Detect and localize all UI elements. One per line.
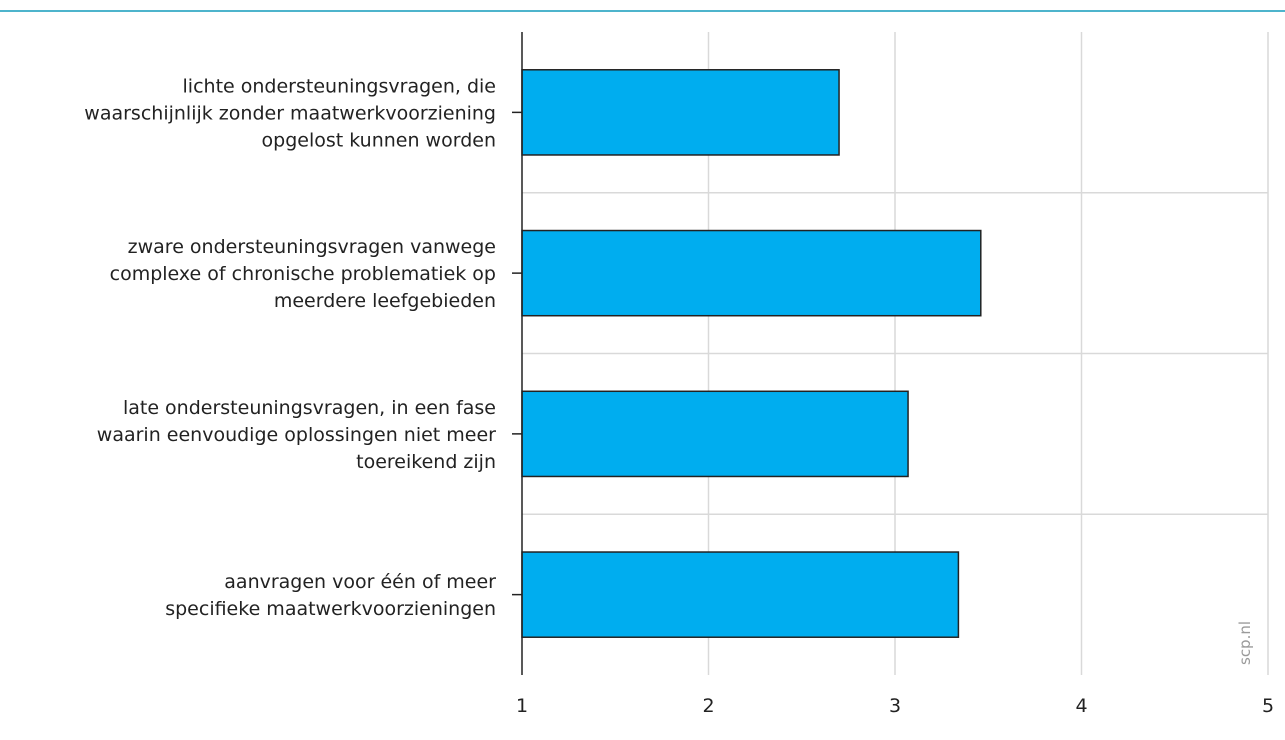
category-label: complexe of chronische problematiek op (110, 263, 496, 285)
category-label: aanvragen voor één of meer (224, 571, 496, 593)
bar (521, 69, 840, 156)
x-tick-label: 1 (516, 695, 528, 717)
category-label: meerdere leefgebieden (274, 290, 496, 312)
x-tick-label: 4 (1075, 695, 1087, 717)
category-label: waarschijnlijk zonder maatwerkvoorzienin… (84, 102, 496, 124)
bar (521, 229, 982, 317)
bar (521, 551, 960, 638)
category-label: opgelost kunnen worden (262, 129, 496, 151)
top-rule (0, 10, 1285, 12)
x-tick-label: 2 (702, 695, 714, 717)
category-label: zware ondersteuningsvragen vanwege (128, 236, 496, 258)
category-label: late ondersteuningsvragen, in een fase (123, 397, 496, 419)
category-label: lichte ondersteuningsvragen, die (183, 75, 496, 97)
x-tick-label: 5 (1262, 695, 1274, 717)
x-tick-label: 3 (889, 695, 901, 717)
watermark: scp.nl (1236, 621, 1258, 735)
category-label: waarin eenvoudige oplossingen niet meer (97, 424, 496, 446)
watermark-text: scp.nl (1236, 620, 1254, 665)
bar (521, 390, 909, 478)
category-label: specifieke maatwerkvoorzieningen (165, 598, 496, 620)
category-label: toereikend zijn (356, 451, 496, 473)
